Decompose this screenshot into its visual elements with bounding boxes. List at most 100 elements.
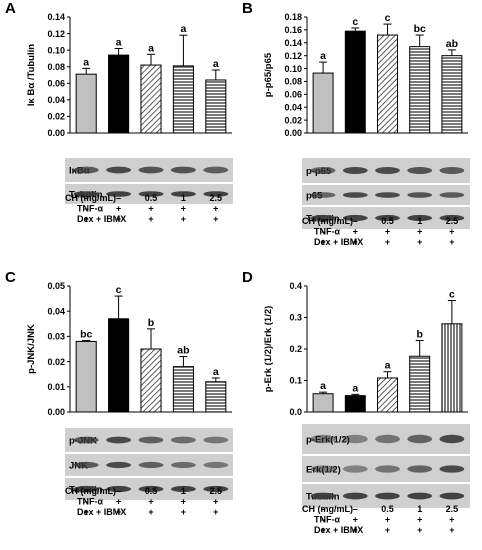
- blot-band: [170, 461, 196, 469]
- blot-band: [73, 436, 99, 444]
- blot-strip: p-JNK: [65, 428, 233, 452]
- y-tick-label: 0.04: [284, 102, 302, 112]
- blot-band: [342, 465, 368, 473]
- condition-value: +: [385, 515, 390, 525]
- blot-band: [203, 461, 229, 469]
- blot-band: [203, 191, 229, 197]
- y-tick-label: 0.08: [284, 77, 302, 87]
- panel-letter: D: [242, 269, 253, 286]
- blot-band: [407, 465, 433, 473]
- condition-value: –: [321, 227, 326, 237]
- y-tick-label: 0.12: [284, 51, 302, 61]
- panel-letter: B: [242, 0, 253, 17]
- condition-label: Dex + IBMX: [77, 214, 126, 224]
- bar-group: a: [205, 366, 227, 413]
- bar-group: a: [205, 58, 227, 134]
- blot-band: [407, 492, 433, 500]
- significance-letter: a: [116, 36, 122, 48]
- bar: [75, 340, 97, 413]
- blot-band: [106, 436, 132, 444]
- blot-band: [310, 167, 336, 174]
- condition-value: 1: [181, 193, 186, 203]
- condition-value: +: [213, 214, 218, 224]
- significance-letter: ab: [177, 345, 189, 357]
- bar: [172, 366, 194, 413]
- condition-value: 2.5: [446, 216, 459, 226]
- blot-band: [342, 434, 368, 444]
- condition-value: 1: [417, 216, 422, 226]
- bar: [312, 72, 334, 134]
- condition-value: +: [320, 525, 325, 535]
- condition-value: +: [148, 507, 153, 517]
- y-tick-label: 0.16: [284, 25, 302, 35]
- blot-band: [170, 191, 196, 197]
- condition-value: +: [84, 214, 89, 224]
- bar-group: a: [312, 380, 334, 413]
- condition-value: +: [213, 507, 218, 517]
- blot-strip: Erk(1/2): [302, 456, 470, 482]
- bar-group: a: [377, 360, 398, 413]
- bar: [172, 65, 194, 134]
- y-tick-label: 0.10: [284, 64, 302, 74]
- bar: [75, 73, 97, 134]
- blot-band: [106, 485, 132, 493]
- condition-value: +: [417, 525, 422, 535]
- blot-band: [106, 461, 132, 469]
- y-tick-label: 0.02: [47, 357, 65, 367]
- blot-band: [203, 436, 229, 444]
- y-ticks: 0.00 0.02 0.04 0.06 0.08 0.10 0.12 0.14: [47, 12, 70, 138]
- blot-band: [342, 492, 368, 500]
- condition-value: +: [116, 214, 121, 224]
- y-axis-label: p-Erk (1/2)/Erk (1/2): [263, 306, 274, 393]
- blot-band: [310, 434, 336, 444]
- bar-group: a: [108, 36, 130, 134]
- bar: [140, 64, 162, 134]
- panel-letter: A: [5, 0, 16, 17]
- condition-value: +: [417, 515, 422, 525]
- y-axis-label: p-p65/p65: [263, 52, 274, 97]
- y-tick-label: 0.3: [289, 313, 302, 323]
- blot-band: [439, 492, 465, 500]
- y-tick-label: 0.1: [289, 376, 302, 386]
- blot-band: [203, 485, 229, 493]
- y-tick-label: 0.02: [47, 112, 65, 122]
- bar-group: a: [312, 50, 334, 134]
- significance-letter: a: [180, 23, 186, 35]
- bar: [377, 377, 398, 413]
- bar-group: a: [344, 382, 366, 413]
- blot-band: [439, 465, 465, 473]
- bar-group: c: [108, 284, 130, 413]
- y-ticks: 0.0 0.1 0.2 0.3 0.4: [289, 281, 307, 417]
- significance-letter: ab: [446, 38, 458, 50]
- condition-value: 0.5: [381, 216, 394, 226]
- bar-group: bc: [75, 328, 97, 413]
- blot-band: [407, 434, 433, 444]
- significance-letter: a: [148, 42, 154, 54]
- condition-value: +: [116, 204, 121, 214]
- blot-band: [342, 214, 368, 222]
- condition-value: –: [321, 504, 326, 514]
- blot-band: [106, 191, 132, 197]
- y-tick-label: 0.12: [47, 29, 65, 39]
- bar-group: c: [344, 16, 366, 134]
- significance-letter: b: [148, 317, 154, 329]
- condition-label: TNF-α: [77, 204, 103, 214]
- blot-strip: p-Erk(1/2): [302, 424, 470, 454]
- bar: [205, 381, 227, 413]
- y-tick-label: 0.02: [284, 115, 302, 125]
- blot-band: [170, 166, 196, 174]
- condition-value: –: [321, 515, 326, 525]
- condition-value: +: [320, 237, 325, 247]
- bar: [140, 348, 162, 413]
- y-ticks: 0.00 0.02 0.04 0.06 0.08 0.10 0.12 0.14 0.16 0.18: [284, 12, 307, 138]
- bar-group: c: [377, 12, 398, 134]
- condition-value: +: [181, 204, 186, 214]
- condition-value: +: [148, 204, 153, 214]
- significance-letter: a: [320, 50, 326, 62]
- significance-letter: b: [416, 328, 422, 340]
